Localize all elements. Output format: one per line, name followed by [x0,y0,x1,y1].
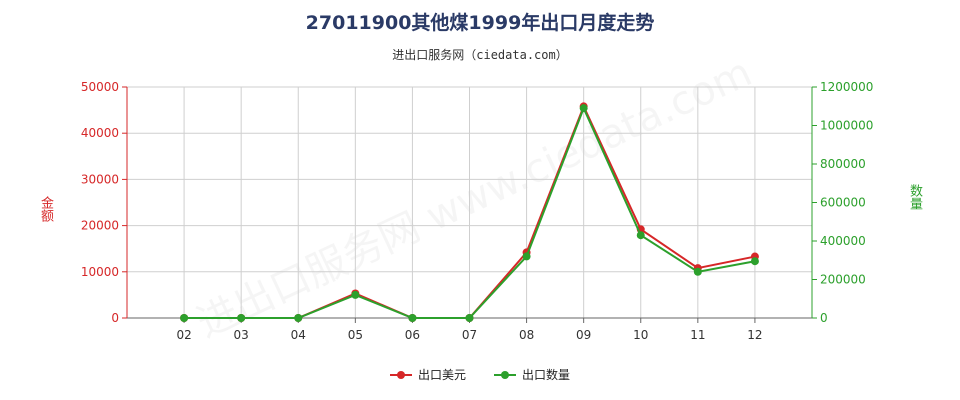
x-tick-label: 08 [519,328,534,342]
data-point-s1-09 [579,104,588,113]
y-left-tick-label: 50000 [81,80,119,94]
data-point-s1-06 [408,314,417,322]
legend-label-series-0: 出口美元 [417,368,466,382]
x-tick-label: 03 [234,328,249,342]
x-tick-label: 02 [176,328,191,342]
legend-swatch-series-1 [494,370,516,380]
data-point-s1-07 [465,314,474,322]
x-tick-label: 05 [348,328,363,342]
y-axis-right-label: 数量 [907,184,922,210]
y-left-tick-label: 30000 [81,172,119,186]
y-right-tick-label: 1000000 [820,119,873,133]
data-point-s1-10 [636,231,645,240]
data-point-s1-03 [237,314,246,322]
legend-item-series-0[interactable]: 出口美元 [389,366,466,383]
data-point-s1-05 [351,290,360,299]
data-point-s1-12 [750,257,759,266]
x-tick-label: 11 [690,328,705,342]
y-left-tick-label: 20000 [81,219,119,233]
x-tick-label: 12 [747,328,762,342]
y-left-tick-label: 10000 [81,265,119,279]
legend: 出口美元 出口数量 [0,366,960,383]
y-right-tick-label: 800000 [820,157,866,171]
x-tick-label: 04 [291,328,306,342]
legend-item-series-1[interactable]: 出口数量 [494,366,570,383]
y-right-tick-label: 600000 [820,196,866,210]
data-point-s1-04 [294,314,303,322]
legend-swatch-series-0 [389,370,412,380]
watermark-text: 进出口服务网 www.ciedata.com [190,49,759,347]
y-left-tick-label: 0 [111,311,119,325]
chart-subtitle: 进出口服务网（ciedata.com） [392,48,568,62]
x-tick-label: 10 [633,328,648,342]
data-point-s1-11 [693,267,702,276]
y-left-tick-label: 40000 [81,126,119,140]
y-right-tick-label: 400000 [820,234,866,248]
x-tick-label: 06 [405,328,420,342]
legend-label-series-1: 出口数量 [522,368,571,382]
y-right-tick-label: 200000 [820,273,866,287]
x-tick-label: 09 [576,328,591,342]
x-tick-label: 07 [462,328,477,342]
data-point-s1-02 [180,314,189,322]
chart-title: 27011900其他煤1999年出口月度走势 [305,12,655,34]
data-point-s1-08 [522,252,531,261]
y-axis-left-label: 金额 [38,196,53,222]
y-right-tick-label: 1200000 [820,80,873,94]
y-right-tick-label: 0 [820,311,828,325]
